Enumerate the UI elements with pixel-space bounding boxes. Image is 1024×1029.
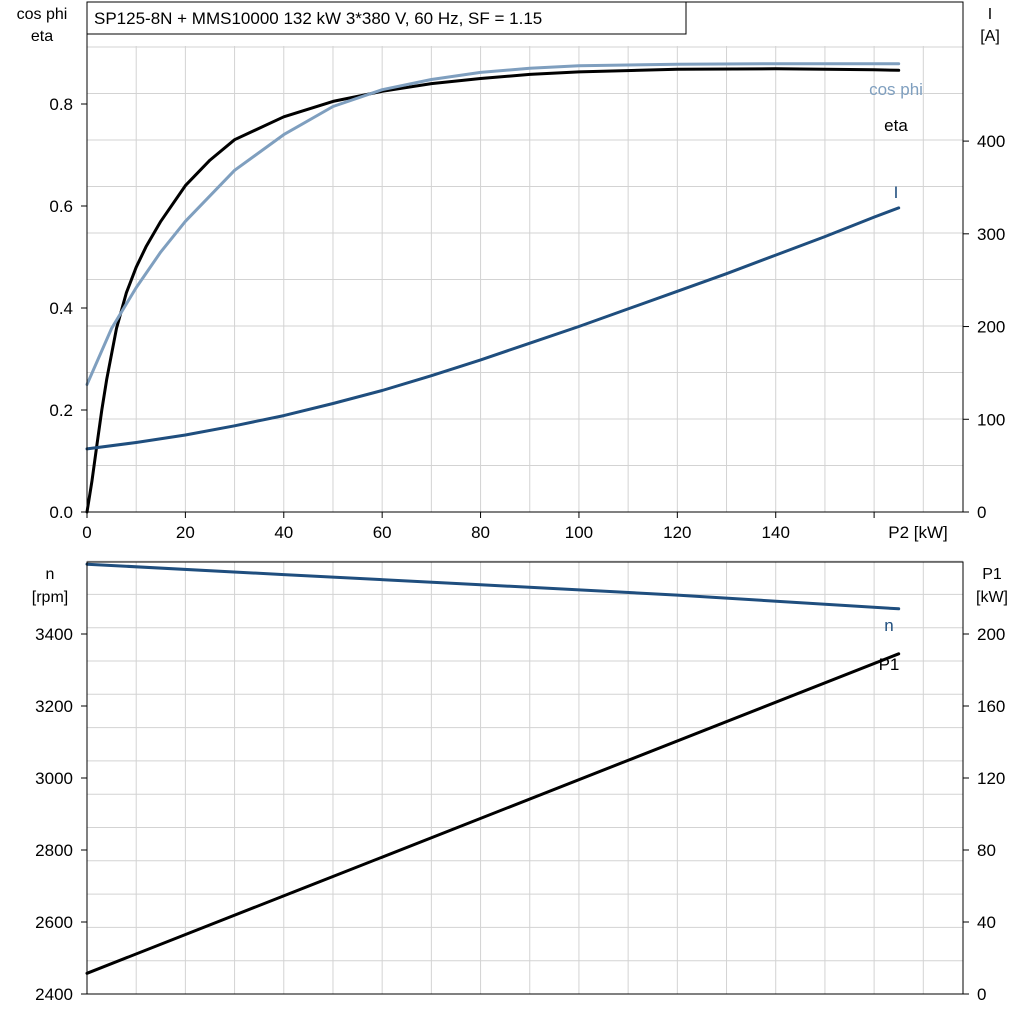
plot-frame [86,561,964,995]
x-tick-label: 40 [274,523,293,542]
series-label-speed: n [884,616,893,635]
frame-layer [86,1,964,995]
x-tick-label: 140 [762,523,790,542]
chart-title: SP125-8N + MMS10000 132 kW 3*380 V, 60 H… [94,9,542,28]
series-line-eta [85,67,901,514]
lower-left-axis-label-line1: n [46,566,55,583]
x-tick-label: 100 [565,523,593,542]
left-tick-label: 3200 [35,697,73,716]
left-tick-label: 0.2 [49,401,73,420]
lower-right-axis-label-line1: P1 [982,566,1002,583]
right-tick-label: 0 [977,985,986,1004]
right-tick-label: 100 [977,410,1005,429]
left-tick-label: 2600 [35,913,73,932]
series-line-n [85,562,901,611]
upper-left-axis-label-line2: eta [31,28,53,45]
series-line-cos-phi [85,62,901,386]
right-tick-label: 80 [977,841,996,860]
left-tick-label: 2400 [35,985,73,1004]
right-tick-label: 120 [977,769,1005,788]
plot-frame [86,1,964,513]
left-tick-label: 0.4 [49,299,73,318]
series-label-p1: P1 [879,655,900,674]
series-line-i [85,206,901,451]
left-tick-label: 3400 [35,625,73,644]
series-line-p1 [85,652,901,975]
x-axis-label: P2 [kW] [888,523,948,542]
right-tick-label: 300 [977,225,1005,244]
right-tick-label: 200 [977,318,1005,337]
left-tick-label: 0.6 [49,197,73,216]
upper-left-axis-label-line1: cos phi [17,6,68,23]
upper-grid [87,46,963,512]
series-label-eta: eta [884,116,908,135]
right-tick-label: 40 [977,913,996,932]
left-tick-label: 0.0 [49,503,73,522]
right-tick-label: 160 [977,697,1005,716]
x-tick-label: 120 [663,523,691,542]
series-label-current: I [894,183,899,202]
title-box [86,1,687,35]
right-tick-label: 400 [977,132,1005,151]
left-tick-label: 0.8 [49,95,73,114]
right-tick-label: 0 [977,503,986,522]
lower-right-axis-label-line2: [kW] [976,589,1008,606]
x-tick-label: 80 [471,523,490,542]
series-layer [85,62,901,975]
right-tick-label: 200 [977,625,1005,644]
x-tick-label: 20 [176,523,195,542]
lower-grid [87,560,963,994]
upper-right-axis-label-line1: I [988,6,992,23]
x-tick-label: 0 [82,523,91,542]
left-tick-label: 3000 [35,769,73,788]
x-tick-label: 60 [373,523,392,542]
lower-left-axis-label-line2: [rpm] [32,589,68,606]
series-label-cos-phi: cos phi [869,80,923,99]
left-tick-label: 2800 [35,841,73,860]
upper-right-axis-label-line2: [A] [980,28,1000,45]
